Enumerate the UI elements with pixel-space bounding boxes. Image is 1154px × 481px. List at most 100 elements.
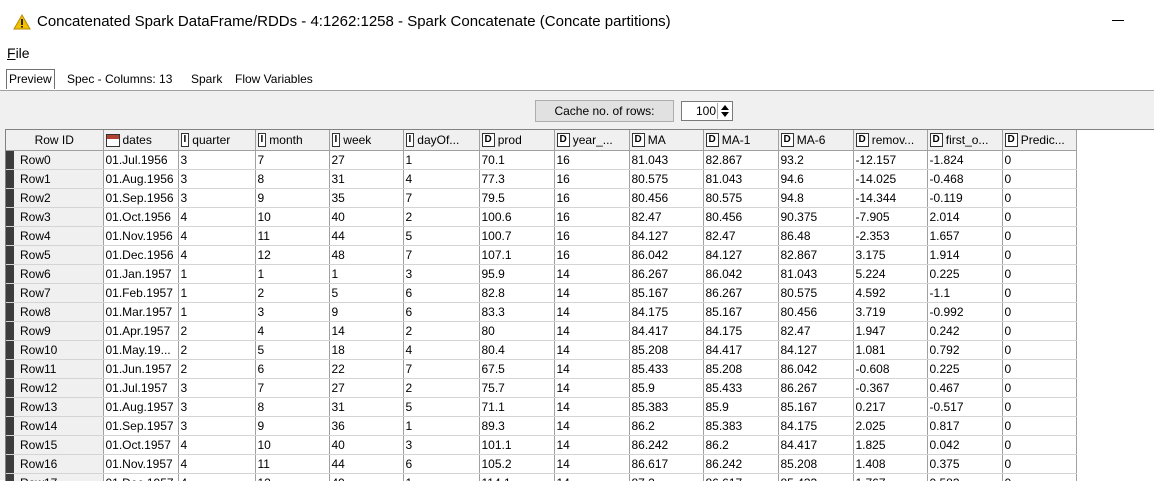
table-cell[interactable]: 2 [178,321,255,340]
spinner-arrows[interactable] [717,103,731,119]
table-cell[interactable]: 82.867 [703,150,778,169]
table-cell[interactable]: 2 [178,359,255,378]
table-cell[interactable]: 4.592 [853,283,927,302]
table-cell[interactable]: 35 [329,188,403,207]
table-cell[interactable]: 86.267 [629,264,703,283]
tab-spark[interactable]: Spark [191,70,222,88]
table-cell[interactable]: 01.Jan.1957 [103,264,178,283]
table-cell[interactable]: 86.267 [703,283,778,302]
table-cell[interactable]: 1.408 [853,454,927,473]
table-cell[interactable]: 2 [178,340,255,359]
row-id-cell[interactable]: Row1 [6,169,103,188]
table-cell[interactable]: 86.267 [778,378,853,397]
spinner-down-icon[interactable] [721,112,729,117]
table-cell[interactable]: 10 [255,207,329,226]
table-cell[interactable]: 89.3 [479,416,554,435]
table-cell[interactable]: 22 [329,359,403,378]
table-cell[interactable]: 2 [403,378,479,397]
table-cell[interactable]: 4 [178,454,255,473]
table-cell[interactable]: 3 [178,416,255,435]
table-cell[interactable]: 01.Jun.1957 [103,359,178,378]
table-cell[interactable]: 2 [403,321,479,340]
table-cell[interactable]: 85.433 [629,359,703,378]
row-id-cell[interactable]: Row5 [6,245,103,264]
table-cell[interactable]: 86.042 [778,359,853,378]
table-cell[interactable]: 4 [255,321,329,340]
table-cell[interactable]: 82.867 [778,245,853,264]
row-id-cell[interactable]: Row2 [6,188,103,207]
table-cell[interactable]: 2 [403,207,479,226]
row-id-cell[interactable]: Row9 [6,321,103,340]
table-cell[interactable]: 1 [329,264,403,283]
table-cell[interactable]: 0 [1002,245,1076,264]
table-cell[interactable]: 0 [1002,302,1076,321]
table-cell[interactable]: 5 [403,226,479,245]
table-cell[interactable]: 4 [178,245,255,264]
table-cell[interactable]: 3.175 [853,245,927,264]
table-cell[interactable]: 94.6 [778,169,853,188]
table-cell[interactable]: 85.383 [703,416,778,435]
table-cell[interactable]: 0 [1002,207,1076,226]
table-cell[interactable]: 79.5 [479,188,554,207]
table-cell[interactable]: 85.208 [703,359,778,378]
table-cell[interactable]: -0.119 [927,188,1002,207]
row-id-header[interactable]: Row ID [6,130,103,150]
table-cell[interactable]: 0 [1002,359,1076,378]
table-cell[interactable]: 44 [329,226,403,245]
table-cell[interactable]: 27 [329,150,403,169]
table-cell[interactable]: 48 [329,245,403,264]
table-cell[interactable]: 31 [329,397,403,416]
table-cell[interactable]: 01.Oct.1957 [103,435,178,454]
table-cell[interactable]: 86.242 [703,454,778,473]
tab-preview[interactable]: Preview [6,69,55,89]
cache-rows-button[interactable]: Cache no. of rows: [535,100,674,122]
table-cell[interactable]: 7 [403,188,479,207]
table-cell[interactable]: 82.47 [629,207,703,226]
table-cell[interactable]: 0.817 [927,416,1002,435]
table-cell[interactable]: 0 [1002,435,1076,454]
table-cell[interactable]: 80.575 [778,283,853,302]
table-cell[interactable]: 6 [403,283,479,302]
table-cell[interactable]: 1 [403,416,479,435]
table-cell[interactable]: 0 [1002,169,1076,188]
table-cell[interactable]: 40 [329,207,403,226]
table-cell[interactable]: 85.383 [629,397,703,416]
table-cell[interactable]: -0.608 [853,359,927,378]
table-cell[interactable]: 4 [178,207,255,226]
table-cell[interactable]: 1 [178,302,255,321]
table-cell[interactable]: 0.225 [927,264,1002,283]
table-cell[interactable]: -7.905 [853,207,927,226]
table-cell[interactable]: 85.208 [629,340,703,359]
row-id-cell[interactable]: Row15 [6,435,103,454]
table-cell[interactable]: 84.417 [703,340,778,359]
table-cell[interactable]: 18 [329,340,403,359]
table-cell[interactable]: 4 [178,226,255,245]
table-cell[interactable]: 14 [554,397,629,416]
table-cell[interactable]: 7 [255,150,329,169]
table-cell[interactable]: 14 [554,416,629,435]
table-cell[interactable]: 86.48 [778,226,853,245]
table-cell[interactable]: -0.468 [927,169,1002,188]
table-cell[interactable]: 80.456 [778,302,853,321]
table-cell[interactable]: -2.353 [853,226,927,245]
table-cell[interactable]: 01.Aug.1956 [103,169,178,188]
table-cell[interactable]: 16 [554,169,629,188]
table-cell[interactable]: 84.127 [778,340,853,359]
table-cell[interactable]: 0 [1002,283,1076,302]
table-cell[interactable]: 105.2 [479,454,554,473]
row-id-cell[interactable]: Row16 [6,454,103,473]
table-cell[interactable]: 101.1 [479,435,554,454]
table-cell[interactable]: 3 [178,150,255,169]
